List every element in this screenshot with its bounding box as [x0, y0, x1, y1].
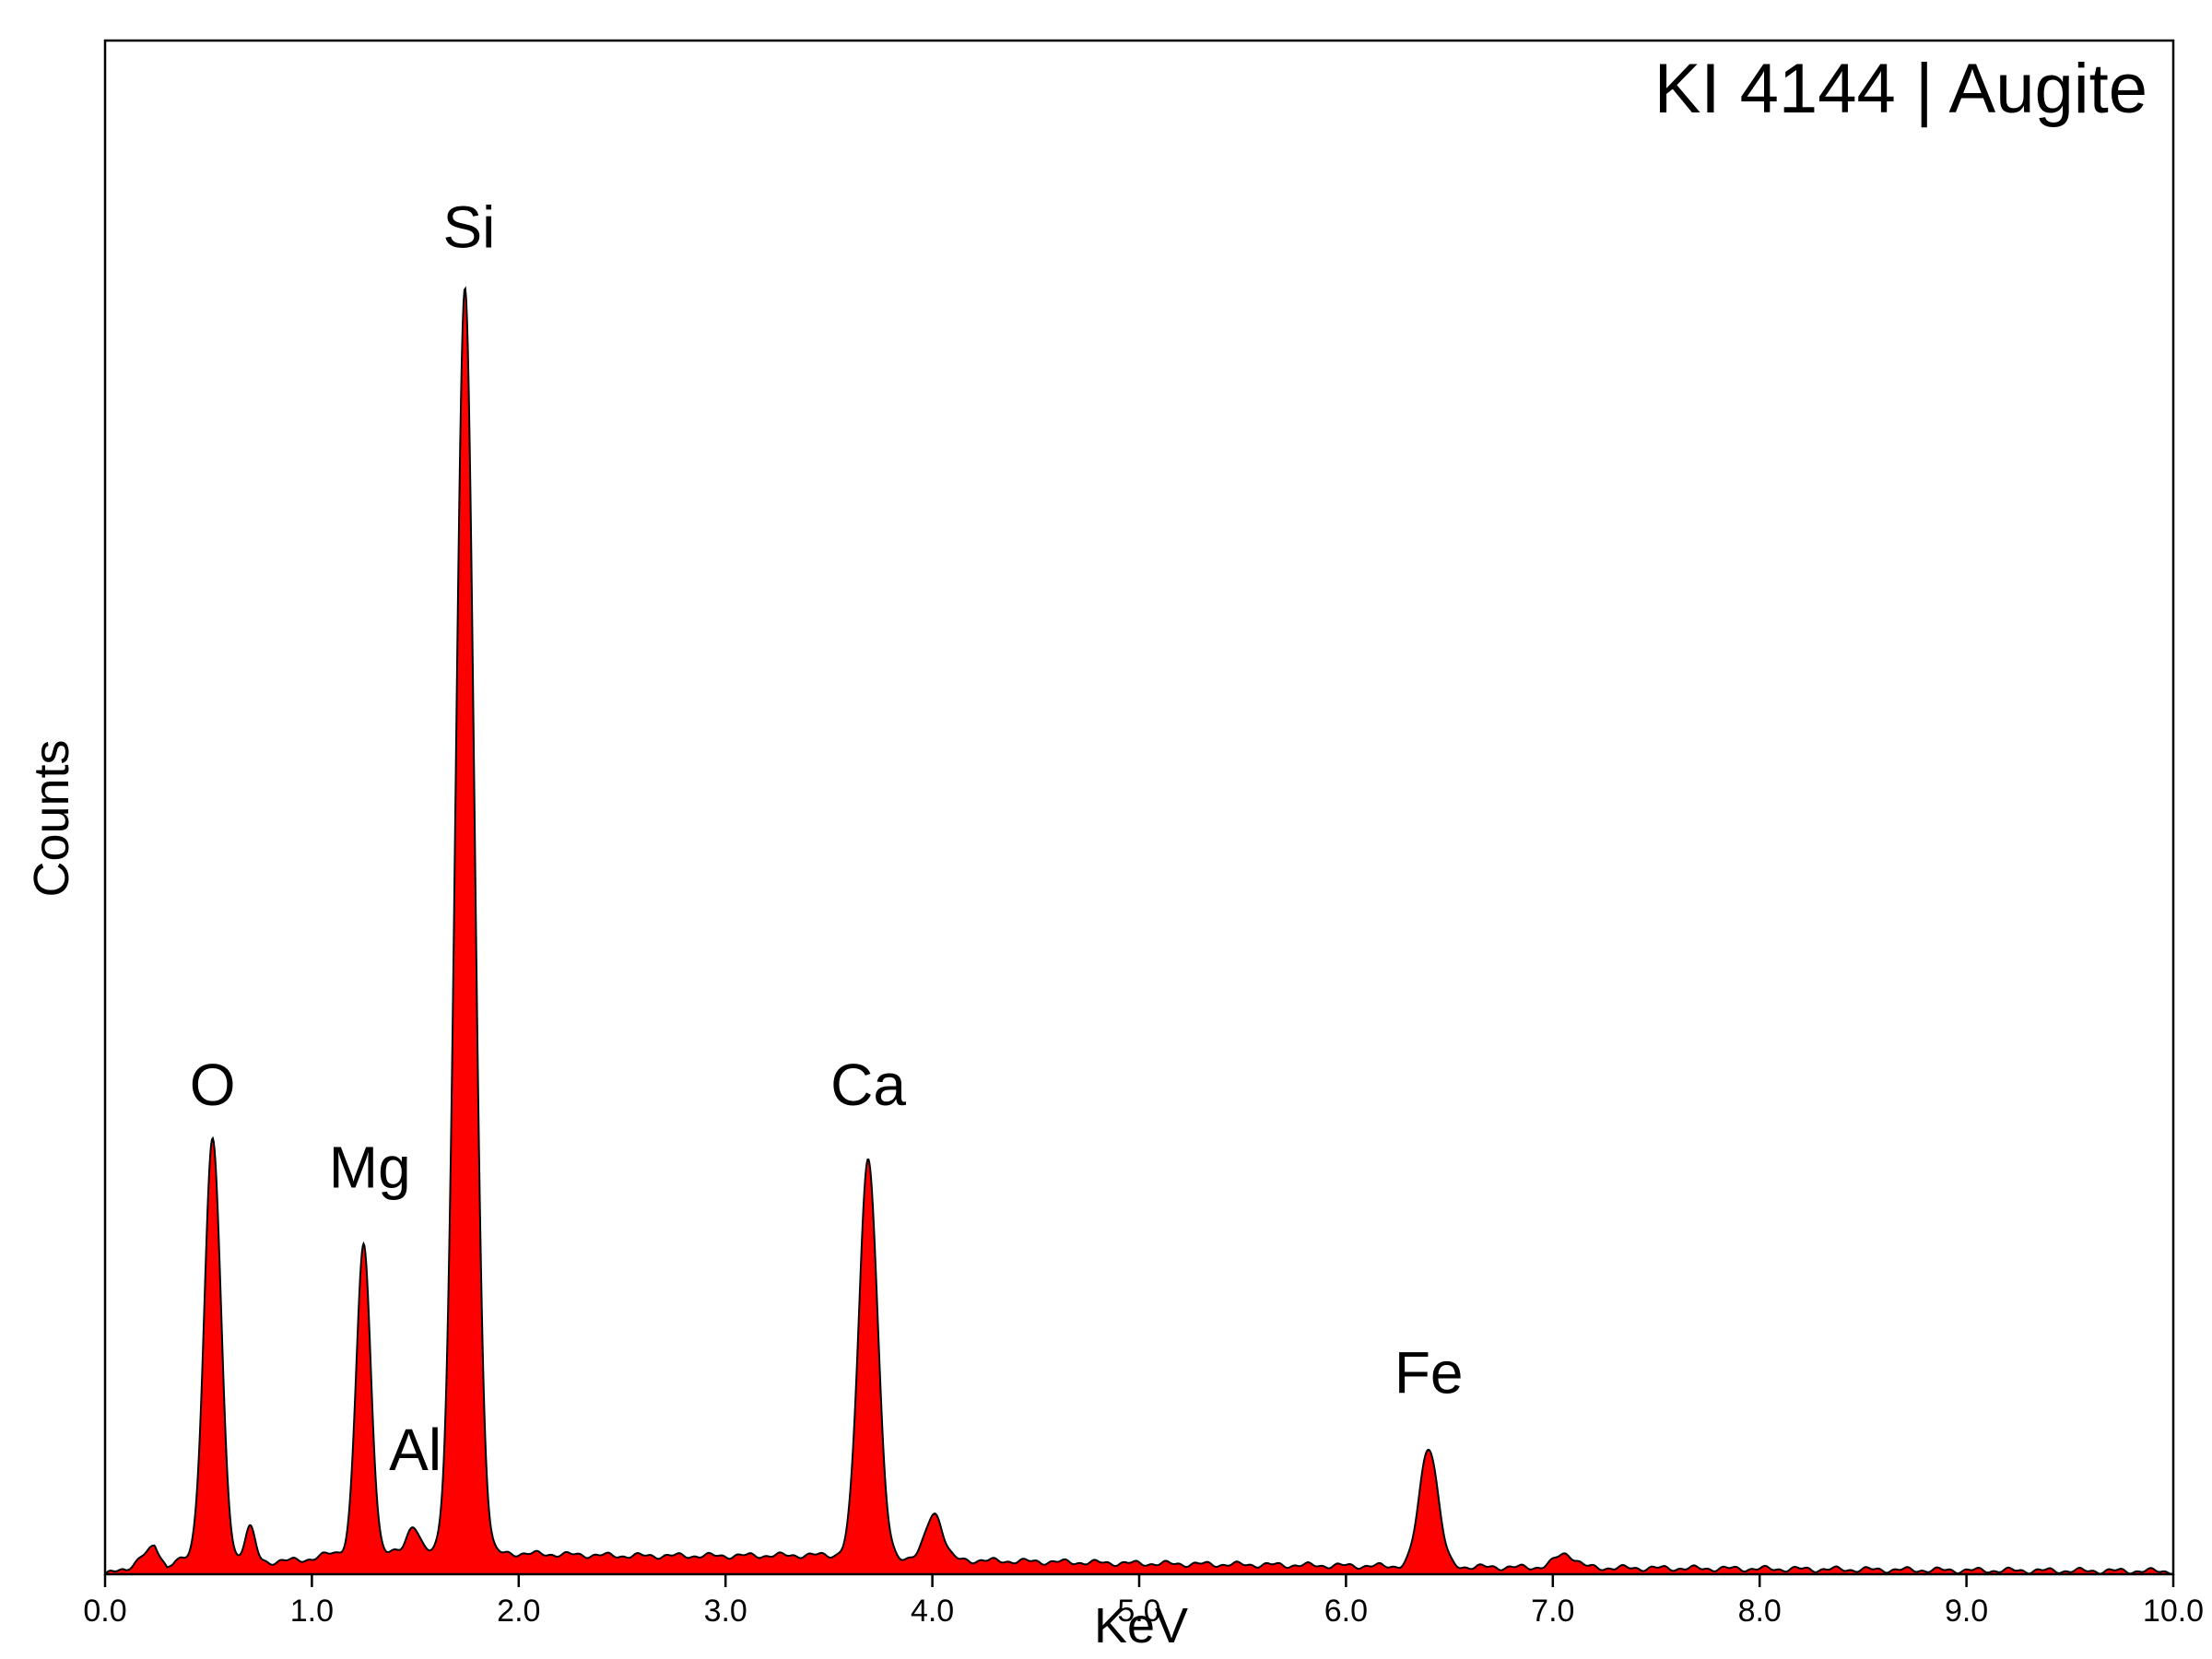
x-axis-title: KeV [1094, 1598, 1188, 1653]
peak-label-al: Al [389, 1417, 441, 1483]
x-tick-label-10: 10.0 [2143, 1594, 2204, 1629]
x-tick-label-1: 1.0 [290, 1594, 334, 1629]
chart-title: KI 4144 | Augite [1654, 50, 2147, 128]
x-tick-label-7: 7.0 [1531, 1594, 1574, 1629]
x-axis-ticks [103, 1574, 2175, 1587]
x-axis-tick-labels: 0.0 1.0 2.0 3.0 4.0 5.0 6.0 7.0 8.0 9.0 10.0 [83, 1594, 2204, 1629]
y-axis-title: Counts [24, 739, 79, 897]
peak-label-fe: Fe [1394, 1340, 1464, 1406]
spectrum-outline [104, 286, 2174, 1575]
x-tick-label-0: 0.0 [83, 1594, 126, 1629]
x-tick-label-2: 2.0 [497, 1594, 540, 1629]
peak-label-ca: Ca [830, 1052, 906, 1118]
x-tick-label-6: 6.0 [1324, 1594, 1368, 1629]
x-tick-label-3: 3.0 [704, 1594, 747, 1629]
peak-label-si: Si [442, 194, 495, 261]
peak-labels: O Mg Al Si Ca Fe [190, 194, 1464, 1483]
peak-label-o: O [190, 1052, 236, 1118]
x-tick-label-9: 9.0 [1945, 1594, 1988, 1629]
plot-area [104, 286, 2174, 1575]
x-tick-label-8: 8.0 [1738, 1594, 1782, 1629]
x-tick-label-4: 4.0 [911, 1594, 954, 1629]
peak-label-mg: Mg [329, 1135, 411, 1201]
x-tick-label-5: 5.0 [1117, 1594, 1160, 1629]
